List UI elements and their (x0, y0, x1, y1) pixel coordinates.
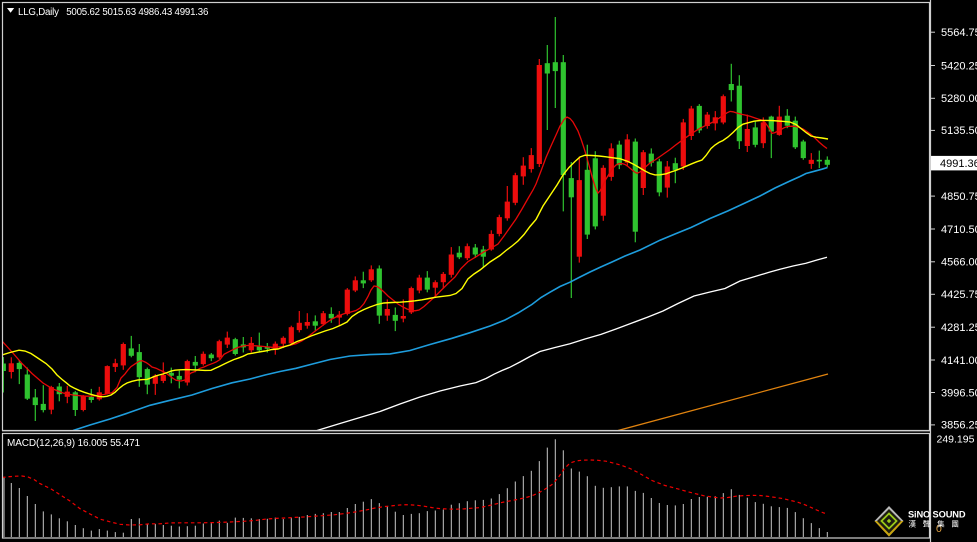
svg-text:SiNO SOUND: SiNO SOUND (908, 510, 966, 520)
svg-text:249.195: 249.195 (937, 434, 975, 446)
svg-text:LLG,Daily 5005.62 5015.63 49: LLG,Daily 5005.62 5015.63 4986.43 4991.3… (18, 7, 208, 18)
svg-text:3996.50: 3996.50 (941, 387, 977, 399)
svg-text:4425.75: 4425.75 (941, 289, 977, 301)
svg-text:5135.50: 5135.50 (941, 125, 977, 137)
svg-text:漢聲集團: 漢聲集團 (909, 519, 966, 529)
svg-text:4566.00: 4566.00 (941, 257, 977, 269)
svg-text:5564.75: 5564.75 (941, 27, 977, 39)
svg-text:4710.50: 4710.50 (941, 224, 977, 236)
svg-text:4281.25: 4281.25 (941, 322, 977, 334)
svg-text:5280.00: 5280.00 (941, 93, 977, 105)
svg-text:4850.75: 4850.75 (941, 191, 977, 203)
svg-text:4991.36: 4991.36 (940, 158, 977, 170)
svg-text:4141.00: 4141.00 (941, 355, 977, 367)
svg-text:MACD(12,26,9) 16.005 55.471: MACD(12,26,9) 16.005 55.471 (7, 438, 141, 449)
svg-text:3856.25: 3856.25 (941, 420, 977, 432)
svg-text:5420.25: 5420.25 (941, 60, 977, 72)
svg-text:0: 0 (936, 523, 942, 535)
